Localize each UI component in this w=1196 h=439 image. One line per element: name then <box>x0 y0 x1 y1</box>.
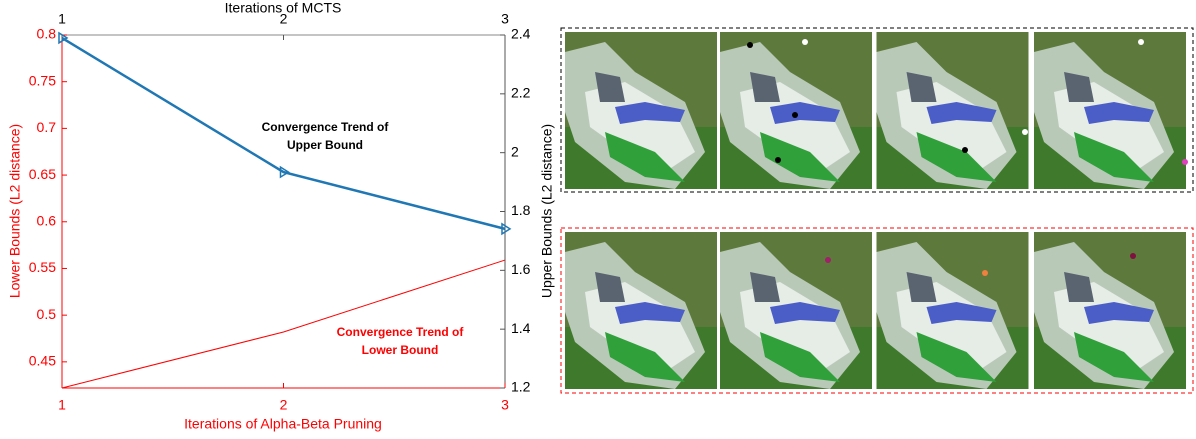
series-line <box>61 36 506 231</box>
image <box>565 32 717 189</box>
y-tick-label: 0.45 <box>29 353 56 369</box>
annotation: Convergence Trend of <box>262 120 390 134</box>
image <box>720 32 872 189</box>
marker <box>58 31 69 45</box>
annotation: Convergence Trend of <box>337 325 465 339</box>
x-tick-label: 1 <box>58 397 66 413</box>
y2-tick-label: 1.8 <box>511 202 531 218</box>
annotation: Upper Bound <box>287 138 363 152</box>
upper-images <box>565 32 1188 189</box>
x-tick-label: 2 <box>280 397 288 413</box>
image <box>876 232 1029 389</box>
annotation: Lower Bound <box>362 343 439 357</box>
image <box>1034 232 1186 389</box>
x2-tick-label: 1 <box>58 11 66 27</box>
y2-tick-label: 1.2 <box>511 379 531 395</box>
y-tick-label: 0.55 <box>29 259 56 275</box>
y-tick-label: 0.75 <box>29 72 56 88</box>
x-tick-label: 3 <box>501 397 509 413</box>
image <box>876 32 1029 189</box>
x-axis-label: Iterations of Alpha-Beta Pruning <box>184 416 382 432</box>
y-tick-label: 0.6 <box>37 212 57 228</box>
adversarial-box-upper <box>560 27 1194 193</box>
adversarial-box-lower <box>560 227 1194 394</box>
y2-tick-label: 1.6 <box>511 261 531 277</box>
y2-axis-label: Upper Bounds (L2 distance) <box>539 124 555 298</box>
image <box>720 232 872 389</box>
series-line <box>61 259 506 389</box>
lower-images <box>565 232 1186 389</box>
marker <box>279 165 290 179</box>
x2-tick-label: 3 <box>501 11 509 27</box>
y-axis-label: Lower Bounds (L2 distance) <box>7 124 23 298</box>
y2-tick-label: 1.4 <box>511 320 531 336</box>
y-tick-label: 0.65 <box>29 166 56 182</box>
y2-tick-label: 2.4 <box>511 26 531 42</box>
y-tick-label: 0.8 <box>37 26 57 42</box>
x2-axis-label: Iterations of MCTS <box>225 0 342 16</box>
y-tick-label: 0.7 <box>37 119 57 135</box>
y-tick-label: 0.5 <box>37 306 57 322</box>
image <box>565 232 717 389</box>
marker <box>501 222 512 236</box>
y2-tick-label: 2.2 <box>511 85 531 101</box>
image <box>1034 32 1186 189</box>
y2-tick-label: 2 <box>511 143 519 159</box>
x2-tick-label: 2 <box>280 11 288 27</box>
